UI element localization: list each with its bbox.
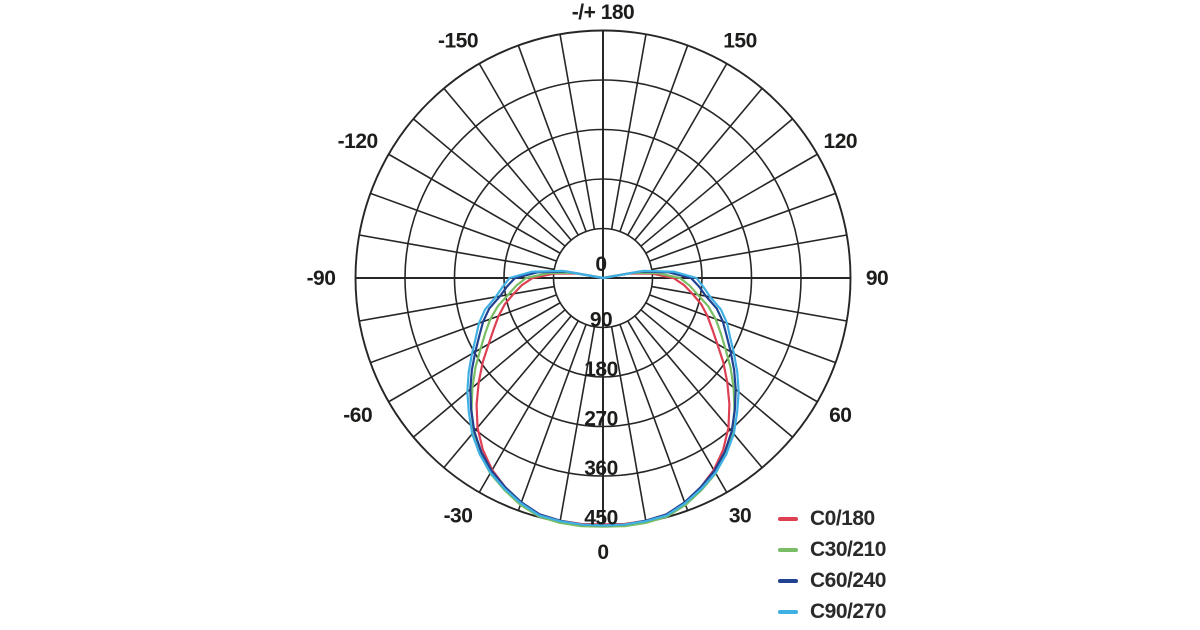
legend-color-dash [778, 517, 798, 521]
polar-grid-spoke [645, 153, 818, 254]
angle-label: -30 [444, 504, 473, 527]
polar-grid-spoke [370, 192, 557, 262]
radial-label: 450 [584, 507, 618, 530]
angle-label: -60 [343, 404, 372, 427]
polar-grid-spoke [412, 118, 566, 247]
legend: C0/180 C30/210 C60/240 C90/270 [778, 508, 886, 623]
legend-label: C90/270 [810, 600, 886, 623]
angle-label: 120 [824, 130, 858, 153]
legend-color-dash [778, 548, 798, 552]
legend-color-dash [778, 610, 798, 614]
polar-grid-spoke [627, 63, 728, 236]
polar-grid-spoke [359, 285, 555, 322]
polar-grid-spoke [478, 63, 579, 236]
angle-label: -150 [438, 30, 478, 53]
angle-label: 30 [729, 504, 751, 527]
angle-label: 90 [866, 267, 888, 290]
polar-grid-spoke [478, 320, 579, 493]
polar-grid-spoke [649, 192, 836, 262]
legend-item: C90/270 [778, 601, 886, 623]
polar-grid-spoke [388, 153, 561, 254]
polar-grid-spoke [517, 45, 587, 232]
polar-grid-spoke [651, 285, 847, 322]
legend-label: C60/240 [810, 569, 886, 592]
polar-grid-spoke [627, 320, 728, 493]
legend-item: C60/240 [778, 570, 886, 592]
radial-label: 360 [584, 457, 618, 480]
legend-label: C0/180 [810, 507, 875, 530]
angle-label: -120 [338, 130, 378, 153]
polar-grid-spoke [649, 294, 836, 364]
legend-label: C30/210 [810, 538, 886, 561]
radial-label: 0 [595, 253, 606, 276]
polar-grid-spoke [443, 87, 572, 241]
polar-grid-spoke [634, 87, 763, 241]
angle-label: 150 [723, 30, 757, 53]
polar-grid-spoke [634, 315, 763, 469]
polar-grid-spoke [619, 324, 689, 511]
angle-label: 0 [597, 541, 608, 564]
angle-label: -/+ 180 [572, 1, 634, 24]
polar-grid-spoke [370, 294, 557, 364]
angle-label: 60 [829, 404, 851, 427]
polar-grid-spoke [619, 45, 689, 232]
polar-grid-spoke [359, 234, 555, 271]
polar-grid-spoke [412, 309, 566, 438]
polar-grid-spoke [443, 315, 572, 469]
radial-label: 180 [584, 358, 618, 381]
legend-item: C30/210 [778, 539, 886, 561]
radial-label: 270 [584, 408, 618, 431]
polar-grid-spoke [559, 34, 596, 230]
polar-grid-spoke [651, 234, 847, 271]
polar-grid-spoke [559, 326, 596, 522]
polar-grid-spoke [640, 118, 794, 247]
angle-label: -90 [307, 267, 336, 290]
polar-grid-spoke [610, 326, 647, 522]
legend-item: C0/180 [778, 508, 886, 530]
radial-label: 90 [590, 309, 612, 332]
polar-grid-spoke [610, 34, 647, 230]
polar-grid-spoke [517, 324, 587, 511]
curve-c90-270 [466, 269, 740, 527]
legend-color-dash [778, 579, 798, 583]
polar-grid-spoke [640, 309, 794, 438]
